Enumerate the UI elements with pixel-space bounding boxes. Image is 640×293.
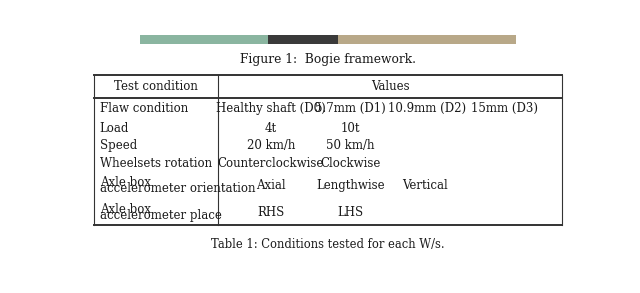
Text: 20 km/h: 20 km/h [247, 139, 295, 152]
Text: LHS: LHS [337, 205, 364, 219]
Text: Wheelsets rotation: Wheelsets rotation [100, 157, 212, 170]
Text: Values: Values [371, 80, 410, 93]
Text: 4t: 4t [265, 122, 277, 134]
Text: Speed: Speed [100, 139, 137, 152]
Text: Load: Load [100, 122, 129, 134]
Text: 15mm (D3): 15mm (D3) [470, 102, 538, 115]
Text: RHS: RHS [257, 205, 285, 219]
Text: 10t: 10t [340, 122, 360, 134]
Bar [338, 35, 516, 44]
Bar [140, 35, 516, 44]
Text: accelerometer orientation: accelerometer orientation [100, 182, 255, 195]
Text: Clockwise: Clockwise [320, 157, 381, 170]
Text: Flaw condition: Flaw condition [100, 102, 188, 115]
Text: Healthy shaft (D0): Healthy shaft (D0) [216, 102, 326, 115]
Bar [269, 35, 338, 44]
Text: Vertical: Vertical [402, 179, 447, 192]
Text: Axle box: Axle box [100, 202, 151, 216]
Text: Table 1: Conditions tested for each W/s.: Table 1: Conditions tested for each W/s. [211, 238, 445, 251]
Text: accelerometer place: accelerometer place [100, 209, 221, 222]
Text: Test condition: Test condition [114, 80, 198, 93]
Text: Axle box: Axle box [100, 176, 151, 189]
Text: Figure 1:  Bogie framework.: Figure 1: Bogie framework. [240, 53, 416, 66]
Text: 10.9mm (D2): 10.9mm (D2) [388, 102, 467, 115]
Text: Counterclockwise: Counterclockwise [218, 157, 324, 170]
Text: Lengthwise: Lengthwise [316, 179, 385, 192]
Text: 5.7mm (D1): 5.7mm (D1) [315, 102, 386, 115]
Text: 50 km/h: 50 km/h [326, 139, 374, 152]
Text: Axial: Axial [256, 179, 286, 192]
